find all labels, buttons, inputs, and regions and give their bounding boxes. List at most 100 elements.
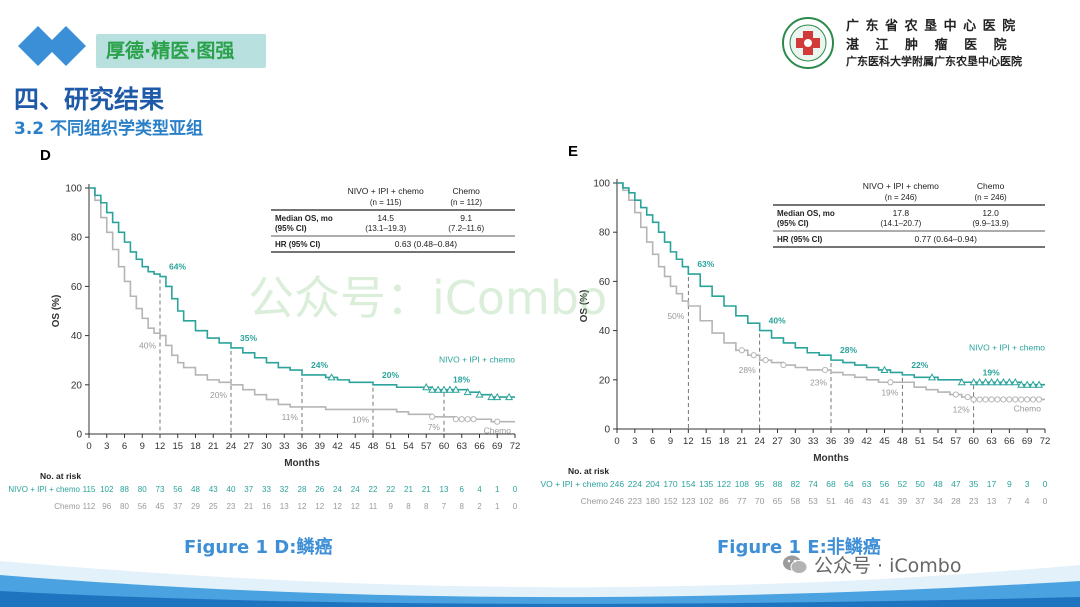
x-tick-label: 48 <box>897 436 908 447</box>
hospital-name-line1: 广 东 省 农 垦 中 心 医 院 <box>846 19 1017 34</box>
x-axis-label: Months <box>813 453 849 464</box>
censor-mark-nivo <box>1023 380 1032 388</box>
at-risk-value: 56 <box>138 502 147 511</box>
nivo-annotation: 19% <box>983 367 1000 377</box>
x-tick-label: 45 <box>879 436 890 447</box>
censor-mark-chemo <box>429 413 436 420</box>
x-tick-label: 24 <box>754 436 765 447</box>
x-tick-label: 54 <box>403 441 414 452</box>
chemo-annotation: 50% <box>667 311 684 321</box>
at-risk-row-label: Chemo <box>581 496 609 506</box>
x-tick-label: 57 <box>951 436 962 447</box>
censor-mark-chemo <box>821 366 829 374</box>
x-tick-label: 21 <box>208 441 219 452</box>
at-risk-value: 223 <box>628 496 642 506</box>
at-risk-value: 7 <box>1007 496 1012 506</box>
at-risk-value: 22 <box>369 485 378 494</box>
table-median-nivo: 17.8 <box>893 208 910 218</box>
table-median-chemo: 12.0 <box>982 208 999 218</box>
chemo-annotation: 7% <box>428 422 441 432</box>
censor-mark-nivo <box>975 378 984 386</box>
nivo-annotation: 63% <box>697 259 714 269</box>
censor-mark-chemo <box>982 396 989 403</box>
at-risk-value: 43 <box>209 485 218 494</box>
table-col1-n: (n = 246) <box>885 193 918 202</box>
at-risk-value: 7 <box>442 502 447 511</box>
x-tick-label: 6 <box>650 436 655 447</box>
at-risk-value: 246 <box>610 496 624 506</box>
x-tick-label: 12 <box>683 436 694 447</box>
at-risk-value: 12 <box>315 502 324 511</box>
censor-mark-nivo <box>1029 380 1038 388</box>
at-risk-value: 28 <box>298 485 307 494</box>
table-ci-chemo: (9.9–13.9) <box>972 219 1009 228</box>
x-tick-label: 27 <box>772 436 783 447</box>
censor-mark-nivo <box>1035 380 1044 388</box>
at-risk-value: 12 <box>333 502 342 511</box>
x-tick-label: 18 <box>190 441 201 452</box>
y-tick-label: 60 <box>599 277 611 288</box>
at-risk-value: 25 <box>209 502 218 511</box>
at-risk-value: 64 <box>844 479 854 489</box>
table-hr-value: 0.77 (0.64–0.94) <box>915 234 978 244</box>
at-risk-value: 37 <box>173 502 182 511</box>
at-risk-value: 40 <box>227 485 236 494</box>
x-tick-label: 33 <box>279 441 290 452</box>
at-risk-value: 33 <box>262 485 271 494</box>
at-risk-value: 224 <box>628 479 642 489</box>
censor-mark-chemo <box>750 352 757 359</box>
censor-mark-nivo <box>981 378 990 386</box>
table-median-chemo: 9.1 <box>460 213 472 223</box>
at-risk-value: 37 <box>915 496 925 506</box>
x-tick-label: 60 <box>439 441 450 452</box>
at-risk-value: 39 <box>898 496 908 506</box>
censor-mark-chemo <box>1006 396 1013 403</box>
km-curve-chemo <box>89 187 515 423</box>
y-axis-label: OS (%) <box>51 295 62 328</box>
x-tick-label: 63 <box>456 441 467 452</box>
chemo-annotation: 11% <box>282 412 299 422</box>
at-risk-value: 170 <box>663 479 677 489</box>
at-risk-value: 21 <box>404 485 413 494</box>
y-tick-label: 100 <box>593 179 610 190</box>
censor-mark-nivo <box>487 392 496 401</box>
at-risk-value: 8 <box>460 502 465 511</box>
table-col2-header: Chemo <box>977 181 1005 191</box>
at-risk-value: 95 <box>755 479 765 489</box>
censor-mark-chemo <box>780 361 787 369</box>
x-tick-label: 9 <box>140 441 145 452</box>
censor-mark-nivo <box>422 383 431 391</box>
at-risk-value: 180 <box>646 496 660 506</box>
at-risk-value: 82 <box>791 479 801 489</box>
at-risk-value: 1 <box>495 485 500 494</box>
chemo-annotation: 23% <box>810 377 827 387</box>
x-tick-label: 60 <box>968 436 979 447</box>
y-tick-label: 80 <box>599 228 611 239</box>
x-tick-label: 39 <box>314 441 325 452</box>
x-tick-label: 30 <box>261 441 272 452</box>
table-col2-n: (n = 112) <box>450 198 482 207</box>
x-tick-label: 54 <box>933 436 944 447</box>
censor-mark-nivo <box>880 365 889 373</box>
at-risk-value: 9 <box>389 502 394 511</box>
at-risk-value: 51 <box>826 496 836 506</box>
figure-caption-e: Figure 1 E:非鳞癌 <box>717 537 881 558</box>
at-risk-value: 0 <box>1043 496 1048 506</box>
footer-wave-decoration <box>0 561 1080 607</box>
at-risk-value: 24 <box>333 485 342 494</box>
x-tick-label: 27 <box>243 441 254 452</box>
x-tick-label: 36 <box>297 441 308 452</box>
censor-mark-chemo <box>470 416 477 423</box>
at-risk-value: 52 <box>898 479 908 489</box>
x-tick-label: 42 <box>332 441 343 452</box>
nivo-annotation: 40% <box>769 316 786 326</box>
censor-mark-chemo <box>452 416 459 423</box>
at-risk-value: 115 <box>83 485 96 494</box>
y-tick-label: 40 <box>599 326 611 337</box>
nivo-annotation: 20% <box>382 370 399 380</box>
at-risk-value: 65 <box>773 496 783 506</box>
at-risk-value: 50 <box>915 479 925 489</box>
censor-mark-nivo <box>439 385 449 393</box>
